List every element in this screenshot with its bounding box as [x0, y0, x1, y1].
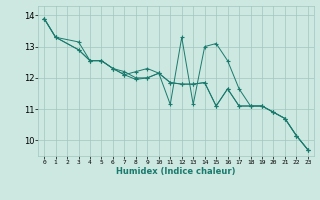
X-axis label: Humidex (Indice chaleur): Humidex (Indice chaleur)	[116, 167, 236, 176]
